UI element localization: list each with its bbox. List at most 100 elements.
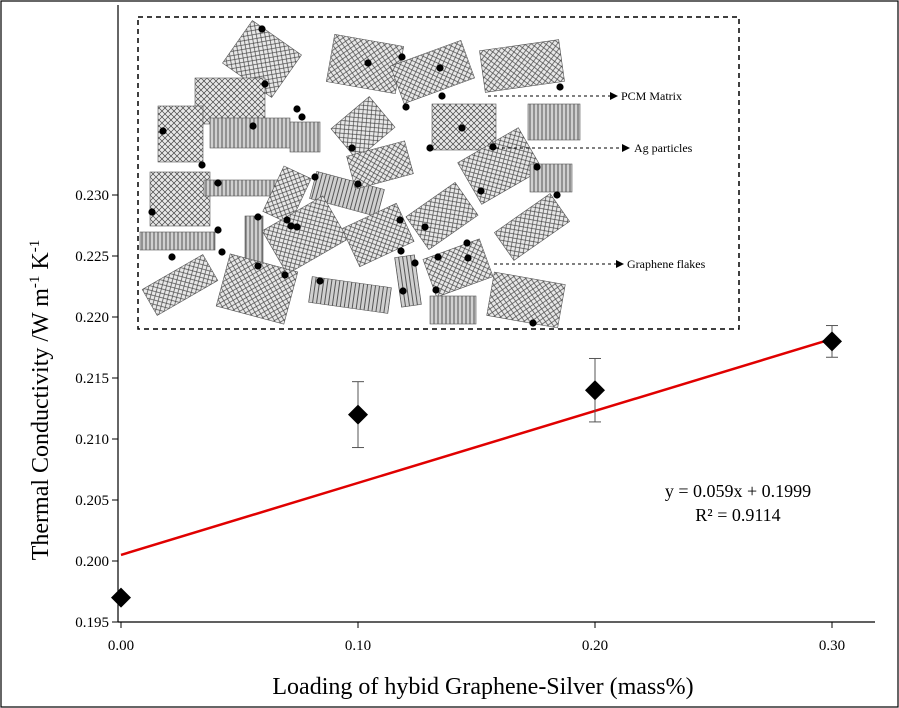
graphene-flake xyxy=(341,202,415,268)
y-tick-label: 0.215 xyxy=(75,371,109,387)
y-tick-label: 0.225 xyxy=(75,249,109,265)
graphene-flake xyxy=(330,96,396,160)
ag-particle xyxy=(436,64,444,72)
ag-particle xyxy=(477,187,485,195)
data-point-diamond xyxy=(822,331,842,352)
plot-area xyxy=(111,325,842,608)
graphene-flake xyxy=(261,195,349,275)
inset-label-graphene-flakes: Graphene flakes xyxy=(627,257,706,271)
graphene-flakes-drawing xyxy=(139,20,581,329)
trendline xyxy=(120,337,833,557)
arrowhead-ag xyxy=(622,144,630,152)
ag-particle xyxy=(434,253,442,261)
graphene-flake xyxy=(527,103,581,141)
graphene-flake xyxy=(209,117,291,149)
graphene-flake xyxy=(429,295,477,325)
inset-label-ag-particles: Ag particles xyxy=(634,141,693,155)
graphene-flake xyxy=(308,276,392,314)
graphene-flake xyxy=(346,140,414,190)
ag-particle xyxy=(438,92,446,100)
ag-particle xyxy=(316,277,324,285)
ag-particle xyxy=(293,223,301,231)
ag-particle xyxy=(397,247,405,255)
ag-particle xyxy=(529,319,537,327)
x-tick-label: 0.10 xyxy=(345,638,371,654)
ag-particle xyxy=(464,254,472,262)
data-point-diamond xyxy=(348,404,368,425)
arrowhead-pcm xyxy=(610,92,618,100)
graphene-flake xyxy=(309,171,385,217)
ag-particle xyxy=(148,208,156,216)
trendline-equation: y = 0.059x + 0.1999 xyxy=(665,481,811,501)
ag-particle xyxy=(249,122,257,130)
x-axis-title: Loading of hybid Graphene-Silver (mass%) xyxy=(272,674,693,700)
graphene-flake xyxy=(262,165,312,225)
graphene-flake xyxy=(479,39,565,93)
ag-particle xyxy=(396,216,404,224)
ag-particle xyxy=(399,287,407,295)
ag-particle xyxy=(283,216,291,224)
data-point-diamond xyxy=(585,380,605,401)
inset-schematic: PCM Matrix Ag particles Graphene flakes xyxy=(137,16,740,330)
ag-particle xyxy=(533,163,541,171)
graphene-flake xyxy=(215,253,299,325)
graphene-flake xyxy=(390,39,475,105)
graphene-flake xyxy=(289,121,321,153)
ag-particle xyxy=(293,105,301,113)
ag-particle xyxy=(168,253,176,261)
inset-label-pcm-matrix: PCM Matrix xyxy=(621,89,682,103)
ag-particle xyxy=(287,222,295,230)
ag-particle xyxy=(463,239,471,247)
y-tick-label: 0.230 xyxy=(75,188,109,204)
ag-particle xyxy=(258,25,266,33)
ag-particle xyxy=(458,124,466,132)
ag-particle xyxy=(432,286,440,294)
graphene-flake xyxy=(493,193,571,261)
ag-particle xyxy=(402,103,410,111)
ag-particle xyxy=(411,259,419,267)
graphene-flake xyxy=(139,231,216,251)
ag-particle xyxy=(261,80,269,88)
graphene-flake xyxy=(194,77,266,125)
ag-particle xyxy=(198,161,206,169)
x-tick-label: 0.00 xyxy=(108,638,134,654)
graphene-flake xyxy=(157,105,204,163)
graphene-flake xyxy=(457,127,543,205)
y-tick-label: 0.205 xyxy=(75,493,109,509)
ag-particle xyxy=(214,226,222,234)
data-point-diamond xyxy=(111,587,131,608)
graphene-flake xyxy=(149,171,211,227)
x-tick-label: 0.20 xyxy=(582,638,608,654)
graphene-flake xyxy=(141,254,219,316)
ag-particle xyxy=(354,180,362,188)
y-tick-label: 0.195 xyxy=(75,615,109,631)
ag-particle xyxy=(254,213,262,221)
ag-particle xyxy=(311,173,319,181)
ag-particle xyxy=(398,53,406,61)
ag-particle xyxy=(214,179,222,187)
y-axis-title: Thermal Conductivity /W m-1 K-1 xyxy=(27,240,54,561)
trendline-r2: R² = 0.9114 xyxy=(695,505,780,525)
y-tick-label: 0.210 xyxy=(75,432,109,448)
ag-particle xyxy=(218,248,226,256)
ag-particle xyxy=(556,83,564,91)
ag-particle xyxy=(281,271,289,279)
graphene-flake xyxy=(422,238,494,298)
ag-particles-drawing xyxy=(148,25,564,327)
ag-particle xyxy=(364,59,372,67)
ag-particle xyxy=(489,143,497,151)
ag-particle xyxy=(254,262,262,270)
graphene-flake xyxy=(405,181,479,251)
graphene-flake xyxy=(486,271,566,329)
ag-particle xyxy=(348,144,356,152)
ag-particle xyxy=(421,223,429,231)
ag-particle xyxy=(553,191,561,199)
ag-particle xyxy=(426,144,434,152)
y-tick-label: 0.220 xyxy=(75,310,109,326)
axes: 0.195 0.200 0.205 0.210 0.215 0.220 0.225 0.230… xyxy=(75,5,875,654)
y-tick-label: 0.200 xyxy=(75,554,109,570)
arrowhead-graphene xyxy=(616,260,624,268)
ag-particle xyxy=(159,127,167,135)
ag-particle xyxy=(298,113,306,121)
